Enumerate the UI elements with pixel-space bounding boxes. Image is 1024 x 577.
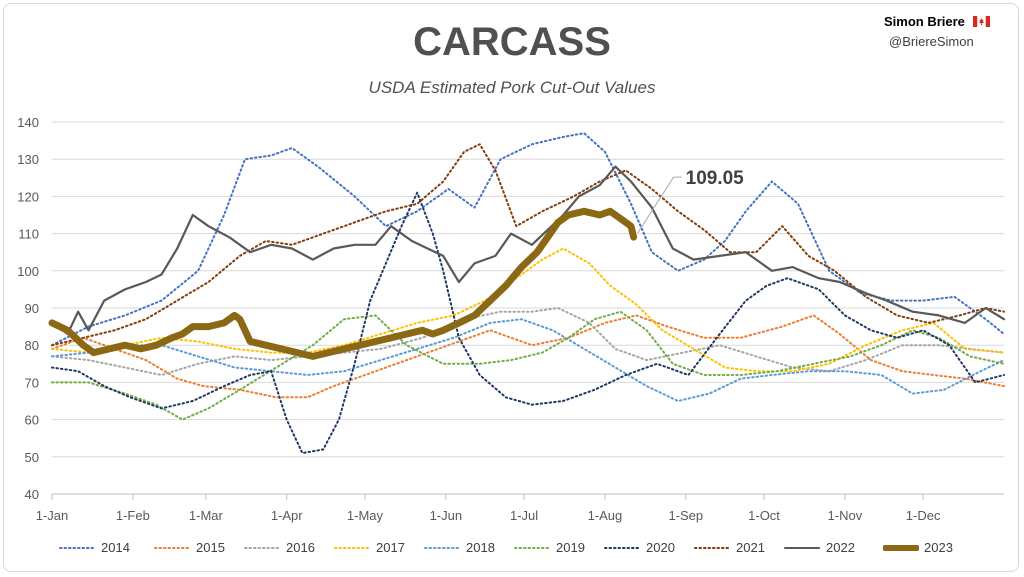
series-line-2022 xyxy=(50,165,1006,336)
legend-swatch-2014 xyxy=(59,546,95,549)
series-line-2019 xyxy=(51,310,1005,421)
legend-label: 2014 xyxy=(101,540,130,555)
legend-swatch-2022 xyxy=(784,546,820,549)
series-line-2023 xyxy=(48,207,638,360)
series-line-2017 xyxy=(51,247,1005,373)
legend-swatch-2018 xyxy=(424,546,460,549)
legend-label: 2023 xyxy=(924,540,953,555)
x-tick-label: 1-Feb xyxy=(116,508,150,523)
y-tick-label: 90 xyxy=(25,301,39,316)
chart-legend: 2014 2015 2016 2017 2018 2019 2020 2021 2022 2023 xyxy=(58,540,978,560)
x-tick-label: 1-Aug xyxy=(588,508,623,523)
y-tick-label: 40 xyxy=(25,487,39,502)
y-tick-label: 100 xyxy=(17,264,39,279)
legend-label: 2021 xyxy=(736,540,765,555)
author-name: Simon Briere xyxy=(884,14,990,29)
legend-label: 2015 xyxy=(196,540,225,555)
legend-label: 2016 xyxy=(286,540,315,555)
series-line-2021 xyxy=(51,143,1005,347)
legend-item-2022: 2022 xyxy=(783,540,855,555)
y-tick-label: 140 xyxy=(17,115,39,130)
y-tick-label: 130 xyxy=(17,152,39,167)
legend-item-2015: 2015 xyxy=(153,540,225,555)
chart-title: CARCASS xyxy=(413,20,611,64)
x-tick-label: 1-May xyxy=(347,508,384,523)
legend-label: 2022 xyxy=(826,540,855,555)
legend-item-2023: 2023 xyxy=(883,540,953,555)
x-tick-label: 1-Jan xyxy=(36,508,69,523)
author-handle: @BriereSimon xyxy=(889,34,974,49)
legend-swatch-2017 xyxy=(334,546,370,549)
canada-flag-icon xyxy=(972,16,990,27)
x-tick-label: 1-Apr xyxy=(271,508,303,523)
y-tick-label: 70 xyxy=(25,375,39,390)
legend-item-2017: 2017 xyxy=(333,540,405,555)
legend-label: 2017 xyxy=(376,540,405,555)
series-line-2014 xyxy=(51,132,1005,347)
legend-swatch-2016 xyxy=(244,546,280,549)
y-tick-label: 60 xyxy=(25,413,39,428)
y-tick-label: 120 xyxy=(17,189,39,204)
x-tick-label: 1-Mar xyxy=(189,508,224,523)
legend-label: 2018 xyxy=(466,540,495,555)
chart-frame xyxy=(3,3,1019,572)
legend-swatch-2023 xyxy=(883,544,919,551)
x-tick-label: 1-Sep xyxy=(668,508,703,523)
legend-swatch-2020 xyxy=(604,546,640,549)
x-tick-label: 1-Nov xyxy=(828,508,863,523)
y-tick-label: 50 xyxy=(25,450,39,465)
y-tick-label: 110 xyxy=(18,227,39,242)
legend-swatch-2019 xyxy=(514,546,550,549)
callout-label: 109.05 xyxy=(686,168,745,189)
callout-leader-line xyxy=(637,176,675,234)
legend-item-2020: 2020 xyxy=(603,540,675,555)
legend-swatch-2015 xyxy=(154,546,190,549)
series-line-2016 xyxy=(51,307,1005,376)
x-tick-label: 1-Jun xyxy=(430,508,463,523)
legend-item-2014: 2014 xyxy=(58,540,130,555)
y-tick-label: 80 xyxy=(25,338,39,353)
chart-subtitle: USDA Estimated Pork Cut-Out Values xyxy=(368,78,656,97)
legend-item-2018: 2018 xyxy=(423,540,495,555)
legend-item-2019: 2019 xyxy=(513,540,585,555)
author-name-text: Simon Briere xyxy=(884,14,965,29)
legend-item-2016: 2016 xyxy=(243,540,315,555)
legend-label: 2020 xyxy=(646,540,675,555)
x-tick-label: 1-Oct xyxy=(748,508,780,523)
series-line-2018 xyxy=(51,318,1005,402)
series-line-2020 xyxy=(51,191,1005,455)
legend-swatch-2021 xyxy=(694,546,730,549)
series-line-2015 xyxy=(51,314,1005,399)
legend-label: 2019 xyxy=(556,540,585,555)
legend-item-2021: 2021 xyxy=(693,540,765,555)
x-tick-label: 1-Dec xyxy=(906,508,941,523)
x-tick-label: 1-Jul xyxy=(510,508,538,523)
